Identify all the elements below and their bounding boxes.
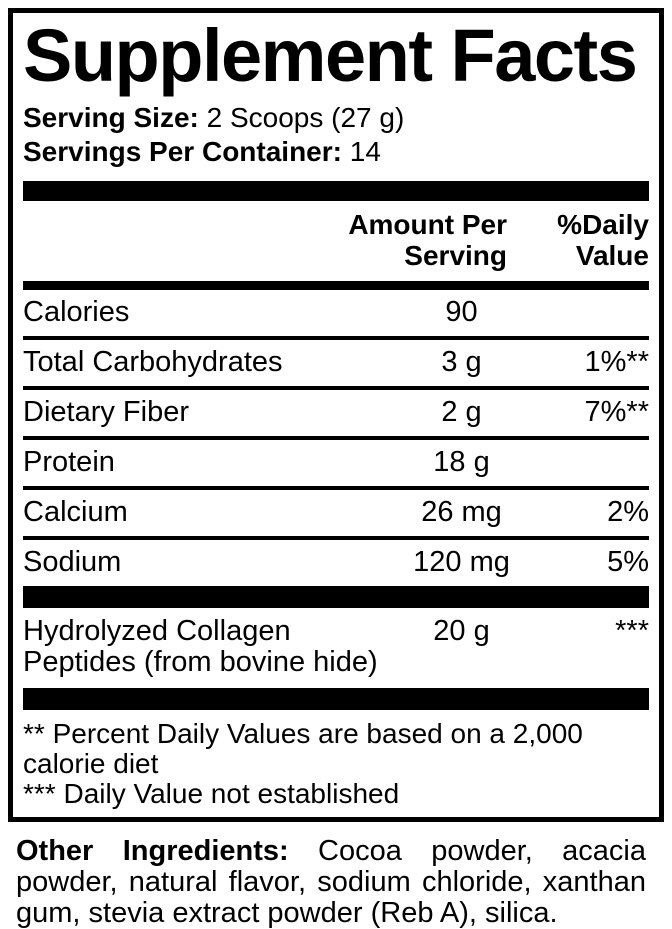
servings-per-container-label: Servings Per Container: <box>23 136 342 168</box>
divider-bar-mid <box>23 586 649 609</box>
nutrient-amount: 90 <box>445 296 478 329</box>
nutrient-name: Dietary Fiber <box>23 396 189 429</box>
nutrient-row-protein: Protein 18 g <box>23 436 649 486</box>
nutrient-row-total-carbohydrates: Total Carbohydrates 3 g 1%** <box>23 336 649 386</box>
dv-header-line2: Value <box>575 240 649 272</box>
nutrient-dv: 1%** <box>584 346 650 379</box>
column-header-row: Amount Per Serving %Daily Value <box>23 201 649 281</box>
divider-bar-header <box>23 281 649 291</box>
footnote-not-established: *** Daily Value not established <box>23 778 400 810</box>
dv-header-line1: %Daily <box>557 209 649 241</box>
divider-bar-bottom <box>23 688 649 711</box>
nutrient-amount: 26 mg <box>421 496 502 529</box>
nutrient-name: Sodium <box>23 546 122 579</box>
amount-header-line1: Amount Per <box>348 209 507 241</box>
nutrient-row-hydrolyzed-collagen: Hydrolyzed Collagen Peptides (from bovin… <box>23 608 649 688</box>
servings-per-container-value: 14 <box>349 136 381 168</box>
nutrient-name: Hydrolyzed Collagen Peptides (from bovin… <box>23 615 378 679</box>
nutrient-name: Calories <box>23 296 130 329</box>
amount-header-line2: Serving <box>404 240 507 272</box>
other-ingredients-paragraph: Other Ingredients: Cocoa powder, acacia … <box>16 836 646 929</box>
serving-size-label: Serving Size: <box>23 102 199 134</box>
nutrient-dv: 2% <box>607 496 649 529</box>
nutrient-name: Total Carbohydrates <box>23 346 283 379</box>
amount-per-serving-header: Amount Per Serving <box>348 209 507 271</box>
nutrient-row-calories: Calories 90 <box>23 290 649 336</box>
nutrient-name: Calcium <box>23 496 128 529</box>
serving-size-value: 2 Scoops (27 g) <box>206 102 405 134</box>
nutrient-dv: *** <box>615 615 649 648</box>
nutrient-amount: 2 g <box>441 396 482 429</box>
nutrient-name: Protein <box>23 446 115 479</box>
divider-bar-top <box>23 181 649 202</box>
daily-value-header: %Daily Value <box>537 209 649 271</box>
servings-per-container-line: Servings Per Container: 14 <box>23 135 649 169</box>
footnote-daily-values: ** Percent Daily Values are based on a 2… <box>23 718 583 780</box>
other-ingredients-label: Other Ingredients: <box>16 835 289 868</box>
nutrient-rows: Calories 90 Total Carbohydrates 3 g 1%**… <box>23 290 649 586</box>
nutrient-amount: 18 g <box>433 446 490 479</box>
supplement-label-page: Supplement Facts Serving Size: 2 Scoops … <box>0 8 672 929</box>
nutrient-dv: 7%** <box>584 396 650 429</box>
footnotes-block: ** Percent Daily Values are based on a 2… <box>23 710 649 809</box>
nutrient-row-sodium: Sodium 120 mg 5% <box>23 536 649 586</box>
nutrient-row-dietary-fiber: Dietary Fiber 2 g 7%** <box>23 386 649 436</box>
nutrient-amount: 120 mg <box>413 546 510 579</box>
nutrient-amount: 3 g <box>441 346 482 379</box>
serving-size-line: Serving Size: 2 Scoops (27 g) <box>23 101 649 135</box>
nutrient-dv: 5% <box>607 546 649 579</box>
nutrient-row-calcium: Calcium 26 mg 2% <box>23 486 649 536</box>
nutrient-amount: 20 g <box>433 615 490 648</box>
panel-title: Supplement Facts <box>23 14 638 97</box>
supplement-facts-panel: Supplement Facts Serving Size: 2 Scoops … <box>8 8 664 823</box>
